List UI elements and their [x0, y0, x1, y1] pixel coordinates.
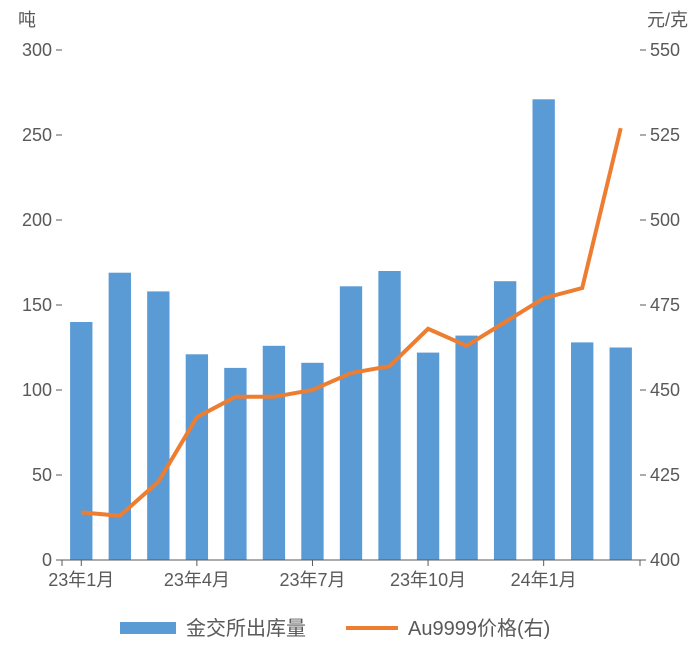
- bar: [378, 271, 400, 560]
- left-tick-label: 50: [32, 465, 52, 485]
- x-tick-label: 23年7月: [279, 570, 345, 590]
- bar: [186, 354, 208, 560]
- x-tick-label: 24年1月: [511, 570, 577, 590]
- left-tick-label: 150: [22, 295, 52, 315]
- bar: [70, 322, 92, 560]
- right-axis-title: 元/克: [647, 10, 688, 30]
- chart-svg: 吨 元/克 0 50 100 150 200 250 300 400 425 450 475 500 525…: [0, 0, 700, 657]
- x-tick-label: 23年4月: [164, 570, 230, 590]
- left-tick-label: 200: [22, 210, 52, 230]
- legend-bar-swatch: [120, 622, 176, 634]
- bar: [571, 342, 593, 560]
- left-tick-label: 100: [22, 380, 52, 400]
- x-tick-label: 23年10月: [390, 570, 466, 590]
- right-tick-label: 525: [650, 125, 680, 145]
- bar: [147, 291, 169, 560]
- left-tick-label: 0: [42, 550, 52, 570]
- right-tick-label: 400: [650, 550, 680, 570]
- left-tick-label: 300: [22, 40, 52, 60]
- right-tick-label: 500: [650, 210, 680, 230]
- right-tick-label: 450: [650, 380, 680, 400]
- x-tick-label: 23年1月: [48, 570, 114, 590]
- bar: [532, 99, 554, 560]
- left-axis-title: 吨: [18, 10, 36, 30]
- bar: [610, 348, 632, 561]
- bar: [455, 336, 477, 560]
- right-tick-label: 475: [650, 295, 680, 315]
- bar: [340, 286, 362, 560]
- legend-bar-label: 金交所出库量: [186, 617, 306, 640]
- left-tick-label: 250: [22, 125, 52, 145]
- right-tick-label: 425: [650, 465, 680, 485]
- bar: [417, 353, 439, 560]
- bar: [263, 346, 285, 560]
- legend-line-label: Au9999价格(右): [408, 617, 550, 640]
- gold-chart: 吨 元/克 0 50 100 150 200 250 300 400 425 450 475 500 525…: [0, 0, 700, 657]
- legend-line-swatch: [346, 626, 398, 630]
- right-tick-label: 550: [650, 40, 680, 60]
